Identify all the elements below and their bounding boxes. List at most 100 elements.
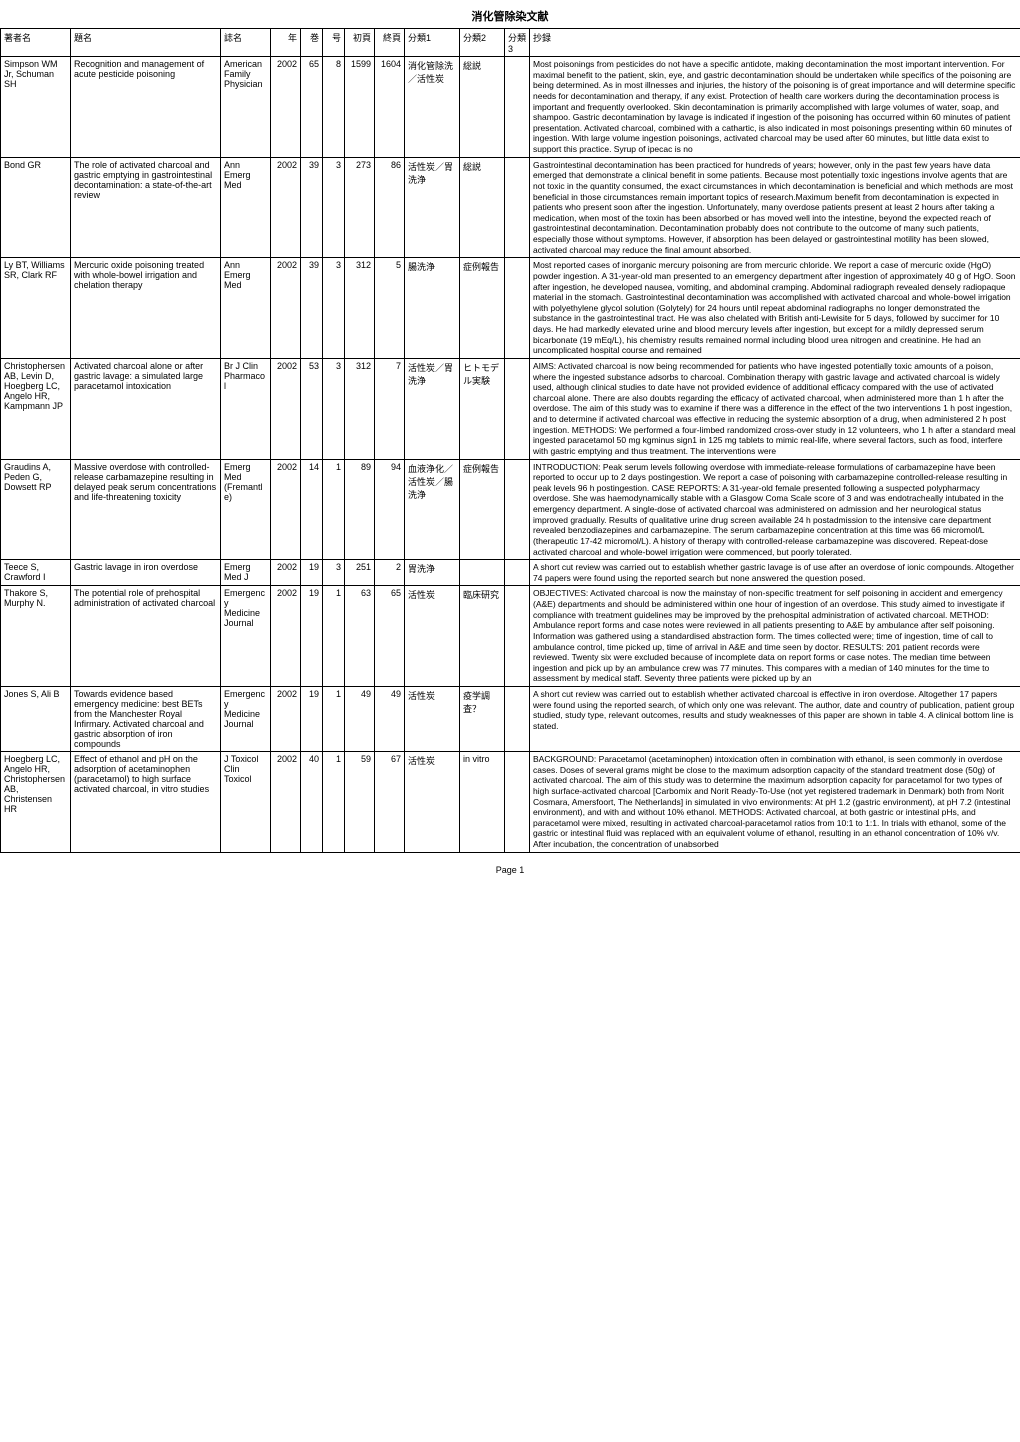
- page-title: 消化管除染文献: [0, 0, 1020, 28]
- cell-journal: Ann Emerg Med: [221, 258, 271, 359]
- table-row: Ly BT, Williams SR, Clark RFMercuric oxi…: [1, 258, 1020, 359]
- cell-fpage: 49: [345, 687, 375, 752]
- cell-cat2: [460, 560, 505, 586]
- cell-year: 2002: [271, 560, 301, 586]
- cell-issue: 3: [323, 157, 345, 258]
- cell-cat1: 活性炭: [405, 752, 460, 853]
- cell-journal: Br J Clin Pharmacol: [221, 358, 271, 459]
- cell-cat3: [505, 258, 530, 359]
- col-header-cat3: 分類3: [505, 29, 530, 57]
- cell-vol: 39: [301, 157, 323, 258]
- cell-fpage: 1599: [345, 57, 375, 158]
- cell-cat3: [505, 560, 530, 586]
- cell-author: Hoegberg LC, Angelo HR, Christophersen A…: [1, 752, 71, 853]
- cell-cat1: 血液浄化／活性炭／腸洗浄: [405, 459, 460, 560]
- cell-author: Ly BT, Williams SR, Clark RF: [1, 258, 71, 359]
- cell-title: The potential role of prehospital admini…: [71, 586, 221, 687]
- cell-cat1: 消化管除洗／活性炭: [405, 57, 460, 158]
- cell-lpage: 86: [375, 157, 405, 258]
- cell-abstract: OBJECTIVES: Activated charcoal is now th…: [530, 586, 1020, 687]
- cell-year: 2002: [271, 57, 301, 158]
- cell-year: 2002: [271, 258, 301, 359]
- cell-title: Massive overdose with controlled-release…: [71, 459, 221, 560]
- table-row: Thakore S, Murphy N.The potential role o…: [1, 586, 1020, 687]
- cell-fpage: 273: [345, 157, 375, 258]
- cell-cat2: 臨床研究: [460, 586, 505, 687]
- cell-author: Teece S, Crawford I: [1, 560, 71, 586]
- cell-abstract: A short cut review was carried out to es…: [530, 560, 1020, 586]
- cell-year: 2002: [271, 752, 301, 853]
- cell-cat1: 活性炭／胃洗浄: [405, 358, 460, 459]
- cell-lpage: 7: [375, 358, 405, 459]
- cell-cat3: [505, 57, 530, 158]
- cell-cat2: 症例報告: [460, 459, 505, 560]
- cell-journal: Emergency Medicine Journal: [221, 586, 271, 687]
- cell-abstract: A short cut review was carried out to es…: [530, 687, 1020, 752]
- cell-journal: American Family Physician: [221, 57, 271, 158]
- cell-vol: 40: [301, 752, 323, 853]
- cell-cat2: in vitro: [460, 752, 505, 853]
- cell-lpage: 2: [375, 560, 405, 586]
- cell-year: 2002: [271, 358, 301, 459]
- cell-cat1: 活性炭: [405, 586, 460, 687]
- cell-issue: 1: [323, 752, 345, 853]
- table-row: Simpson WM Jr, Schuman SHRecognition and…: [1, 57, 1020, 158]
- cell-journal: Emergency Medicine Journal: [221, 687, 271, 752]
- cell-vol: 19: [301, 586, 323, 687]
- cell-vol: 19: [301, 687, 323, 752]
- cell-fpage: 312: [345, 258, 375, 359]
- cell-cat2: ヒトモデル実験: [460, 358, 505, 459]
- cell-lpage: 94: [375, 459, 405, 560]
- cell-journal: Emerg Med (Fremantle): [221, 459, 271, 560]
- cell-journal: J Toxicol Clin Toxicol: [221, 752, 271, 853]
- col-header-fpage: 初頁: [345, 29, 375, 57]
- cell-vol: 39: [301, 258, 323, 359]
- table-row: Graudins A, Peden G, Dowsett RPMassive o…: [1, 459, 1020, 560]
- cell-issue: 1: [323, 459, 345, 560]
- cell-title: Recognition and management of acute pest…: [71, 57, 221, 158]
- cell-cat1: 活性炭: [405, 687, 460, 752]
- col-header-issue: 号: [323, 29, 345, 57]
- cell-fpage: 251: [345, 560, 375, 586]
- cell-fpage: 312: [345, 358, 375, 459]
- col-header-year: 年: [271, 29, 301, 57]
- table-body: Simpson WM Jr, Schuman SHRecognition and…: [1, 57, 1020, 853]
- cell-fpage: 59: [345, 752, 375, 853]
- col-header-vol: 巻: [301, 29, 323, 57]
- cell-vol: 65: [301, 57, 323, 158]
- cell-issue: 8: [323, 57, 345, 158]
- table-row: Bond GRThe role of activated charcoal an…: [1, 157, 1020, 258]
- cell-author: Graudins A, Peden G, Dowsett RP: [1, 459, 71, 560]
- cell-author: Jones S, Ali B: [1, 687, 71, 752]
- table-row: Jones S, Ali BTowards evidence based eme…: [1, 687, 1020, 752]
- cell-title: Effect of ethanol and pH on the adsorpti…: [71, 752, 221, 853]
- cell-journal: Ann Emerg Med: [221, 157, 271, 258]
- cell-author: Christophersen AB, Levin D, Hoegberg LC,…: [1, 358, 71, 459]
- col-header-abstract: 抄録: [530, 29, 1020, 57]
- cell-cat3: [505, 157, 530, 258]
- cell-cat3: [505, 358, 530, 459]
- cell-issue: 3: [323, 358, 345, 459]
- cell-abstract: Most poisonings from pesticides do not h…: [530, 57, 1020, 158]
- col-header-cat2: 分類2: [460, 29, 505, 57]
- cell-lpage: 67: [375, 752, 405, 853]
- cell-cat2: 疫学調査？: [460, 687, 505, 752]
- col-header-title: 題名: [71, 29, 221, 57]
- table-row: Teece S, Crawford IGastric lavage in iro…: [1, 560, 1020, 586]
- cell-lpage: 65: [375, 586, 405, 687]
- cell-cat2: 総説: [460, 57, 505, 158]
- table-row: Hoegberg LC, Angelo HR, Christophersen A…: [1, 752, 1020, 853]
- cell-title: Activated charcoal alone or after gastri…: [71, 358, 221, 459]
- cell-title: Mercuric oxide poisoning treated with wh…: [71, 258, 221, 359]
- cell-year: 2002: [271, 459, 301, 560]
- page-footer: Page 1: [0, 853, 1020, 887]
- cell-vol: 53: [301, 358, 323, 459]
- cell-cat1: 腸洗浄: [405, 258, 460, 359]
- cell-issue: 3: [323, 258, 345, 359]
- cell-issue: 1: [323, 586, 345, 687]
- col-header-author: 著者名: [1, 29, 71, 57]
- col-header-lpage: 終頁: [375, 29, 405, 57]
- cell-title: Gastric lavage in iron overdose: [71, 560, 221, 586]
- cell-author: Thakore S, Murphy N.: [1, 586, 71, 687]
- cell-title: The role of activated charcoal and gastr…: [71, 157, 221, 258]
